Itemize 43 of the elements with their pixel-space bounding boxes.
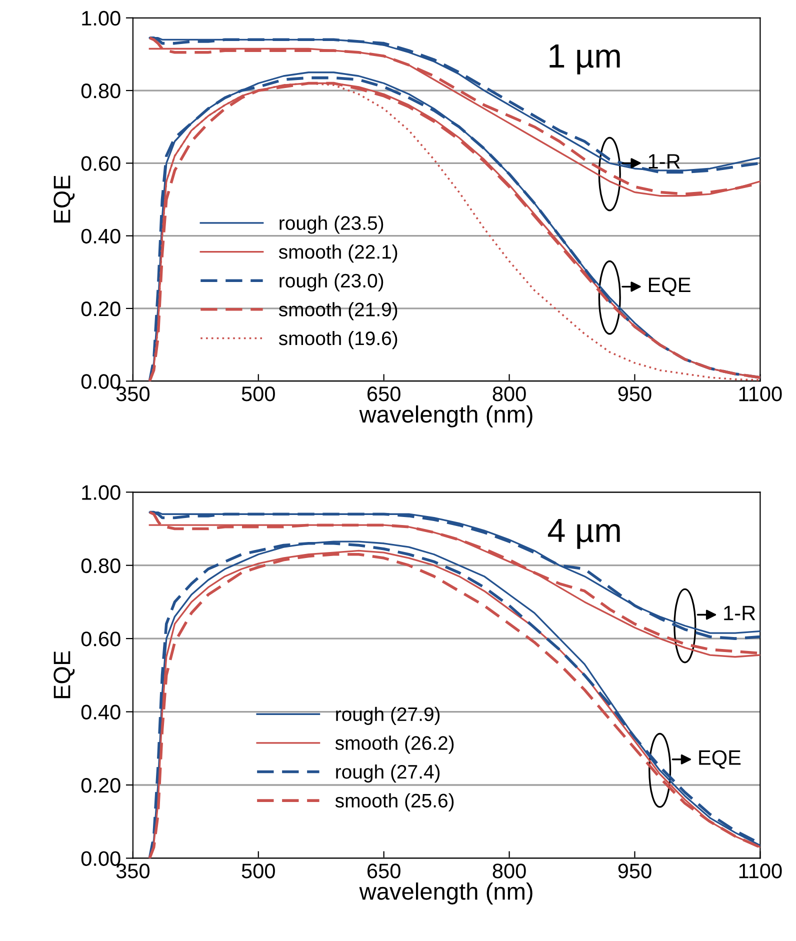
annotation: 1-R bbox=[648, 154, 680, 169]
legend-label: rough (23.5) bbox=[280, 216, 384, 234]
y-tick-label: 1.00 bbox=[82, 485, 120, 500]
x-tick-label: 1100 bbox=[739, 864, 782, 878]
y-axis-title: EQE bbox=[54, 176, 75, 222]
x-tick-label: 800 bbox=[492, 386, 526, 402]
x-tick-label: 350 bbox=[116, 864, 150, 878]
x-tick-label: 350 bbox=[116, 386, 150, 402]
legend-label: smooth (21.9) bbox=[278, 302, 398, 320]
annotation: 1 µm bbox=[550, 44, 620, 74]
x-tick-label: 800 bbox=[492, 864, 526, 878]
y-tick-label: 0.60 bbox=[81, 156, 120, 171]
annotation: EQE bbox=[648, 278, 690, 296]
y-tick-label: 0.00 bbox=[81, 374, 120, 389]
y-tick-label: 0.00 bbox=[81, 851, 120, 866]
y-tick-label: 1.00 bbox=[82, 10, 120, 26]
x-tick-label: 650 bbox=[368, 864, 400, 878]
legend-label: smooth (26.2) bbox=[335, 736, 454, 754]
x-axis-title: wavelength (nm) bbox=[359, 882, 532, 904]
x-tick-label: 500 bbox=[242, 386, 275, 402]
y-tick-label: 0.40 bbox=[81, 228, 120, 244]
y-tick-label: 0.80 bbox=[81, 558, 120, 574]
y-tick-label: 0.20 bbox=[81, 301, 120, 316]
legend-label: rough (27.9) bbox=[336, 706, 440, 725]
annotation: 1-R bbox=[724, 606, 756, 620]
legend-label: smooth (19.6) bbox=[278, 330, 398, 350]
x-axis-title: wavelength (nm) bbox=[359, 405, 532, 428]
legend-label: rough (27.4) bbox=[336, 764, 440, 783]
y-axis-title: EQE bbox=[54, 651, 75, 698]
y-tick-label: 0.60 bbox=[81, 632, 120, 646]
x-tick-label: 950 bbox=[618, 386, 652, 402]
annotation: 4 µm bbox=[548, 518, 620, 549]
legend-label: rough (23.0) bbox=[280, 273, 384, 292]
y-tick-label: 0.80 bbox=[81, 84, 120, 98]
y-tick-label: 0.20 bbox=[81, 778, 120, 793]
x-tick-label: 950 bbox=[618, 864, 652, 878]
x-tick-label: 650 bbox=[368, 386, 400, 402]
y-tick-label: 0.40 bbox=[81, 704, 120, 720]
x-tick-label: 500 bbox=[242, 864, 275, 878]
annotation: EQE bbox=[699, 750, 741, 769]
legend-label: smooth (25.6) bbox=[335, 793, 454, 812]
x-tick-label: 1100 bbox=[739, 386, 782, 402]
legend-label: smooth (22.1) bbox=[278, 244, 398, 263]
